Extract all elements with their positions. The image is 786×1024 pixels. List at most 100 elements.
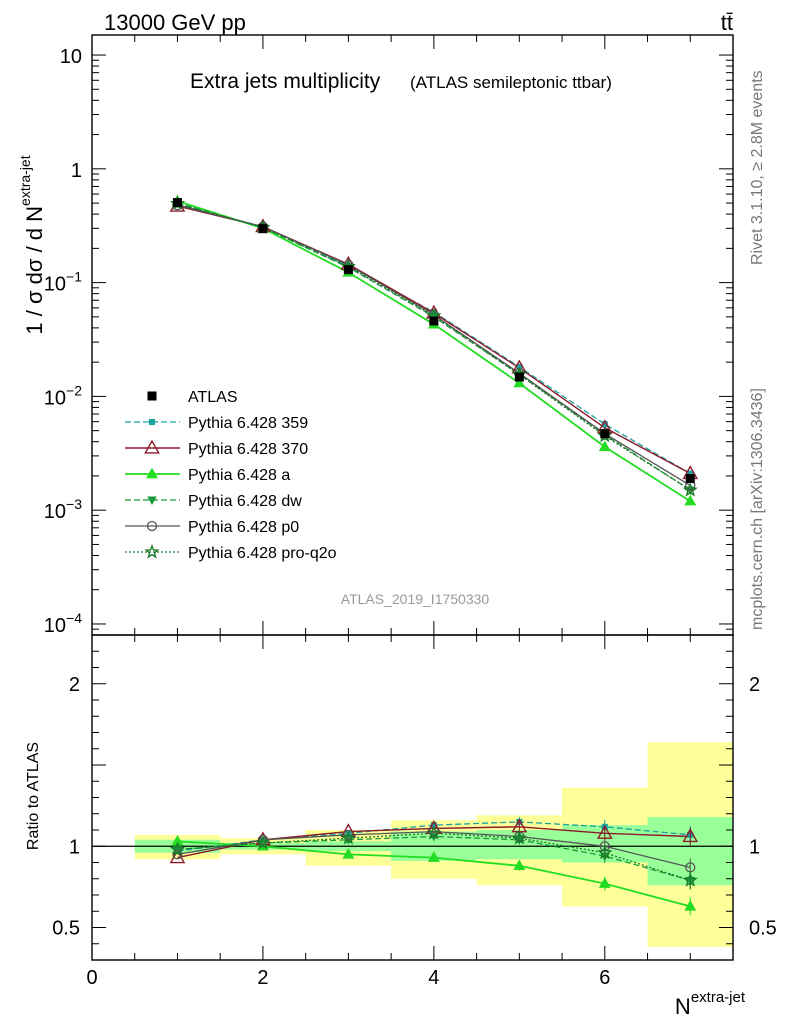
main-data-point-1	[172, 198, 182, 208]
ratio-point-p370-7	[682, 828, 699, 843]
main-y-tick-label-base: 10	[44, 274, 66, 296]
legend-item-p359: Pythia 6.428 359	[125, 415, 308, 432]
main-point-pq2o-7	[682, 482, 698, 497]
ratio-x-tick-label: 6	[599, 967, 610, 989]
main-data-point-6	[600, 429, 610, 439]
ratio-x-tick-label: 0	[86, 967, 97, 989]
ratio-point-p370-6	[596, 824, 613, 839]
ratio-y-tick-label: 2	[69, 674, 80, 696]
plot-title: Extra jets multiplicity	[190, 70, 381, 93]
main-data-point-7	[685, 473, 695, 483]
legend-item-pdw: Pythia 6.428 dw	[125, 493, 302, 510]
main-y-tick-label-exp: −1	[66, 269, 82, 285]
y-axis-label: 1 / σ dσ / d N	[22, 206, 47, 335]
plot-subtitle: (ATLAS semileptonic ttbar)	[410, 73, 612, 92]
mcplots-label: mcplots.cern.ch [arXiv:1306.3436]	[749, 388, 766, 630]
legend: ATLAS Pythia 6.428 359 Pythia 6.428 370 Pyt…	[125, 389, 337, 562]
ratio-ticks-layer: 0.5 0.5 1 1 2 2 0 2 4 6	[52, 634, 777, 989]
main-data-point-4	[429, 316, 439, 326]
svg-text:1 / σ dσ / d Nextra-jet: 1 / σ dσ / d Nextra-jet	[17, 155, 47, 334]
ratio-point-pq2o-5	[511, 830, 527, 845]
main-y-tick-label-base: 10	[44, 615, 66, 637]
process-label: tt̄	[721, 10, 733, 35]
main-y-tick-label: 10−1	[44, 269, 82, 296]
main-data-point-2	[258, 224, 268, 234]
legend-label-p359: Pythia 6.428 359	[188, 415, 308, 432]
legend-marker-pa	[146, 467, 158, 479]
ratio-y-tick-label-right: 1	[749, 836, 760, 858]
y-axis-label-sup: extra-jet	[17, 155, 33, 206]
main-y-tick-label: 10−3	[44, 496, 82, 523]
legend-item-pa: Pythia 6.428 a	[125, 467, 290, 484]
x-axis-title: Nextra-jet	[675, 989, 746, 1019]
legend-label-pp0: Pythia 6.428 p0	[188, 519, 299, 536]
ratio-point-pa-6	[598, 877, 611, 888]
y-axis-title: 1 / σ dσ / d Nextra-jet	[17, 155, 47, 334]
ratio-point-pq2o-1	[169, 841, 186, 856]
ratio-bands-layer	[92, 742, 733, 947]
main-marks-layer	[169, 194, 699, 506]
ratio-point-pq2o-7	[682, 872, 698, 887]
ratio-point-pq2o-3	[340, 830, 356, 845]
main-series-line-p370	[177, 205, 691, 475]
rivet-label: Rivet 3.1.10, ≥ 2.8M events	[749, 70, 766, 265]
main-y-tick-label-exp: −2	[66, 382, 82, 398]
x-axis-label-sup: extra-jet	[691, 989, 746, 1006]
legend-item-pp0: Pythia 6.428 p0	[125, 519, 299, 536]
legend-marker-pdw	[147, 496, 157, 505]
ratio-point-pq2o-2	[255, 835, 271, 850]
main-point-pa-5	[513, 376, 526, 388]
legend-label-data: ATLAS	[188, 389, 238, 406]
ratio-point-pp0-1	[172, 849, 183, 860]
analysis-label: ATLAS_2019_I1750330	[341, 591, 490, 607]
legend-label-pdw: Pythia 6.428 dw	[188, 493, 302, 510]
ratio-y-axis-label: Ratio to ATLAS	[25, 742, 42, 850]
ratio-point-pa-7	[684, 899, 697, 911]
main-y-tick-label: 10	[60, 46, 82, 68]
energy-label: 13000 GeV pp	[104, 10, 246, 35]
main-y-tick-label: 1	[71, 160, 82, 182]
ratio-y-tick-label-right: 0.5	[749, 918, 777, 940]
ratio-x-tick-label: 2	[257, 967, 268, 989]
main-data-point-5	[514, 372, 524, 382]
ratio-point-pq2o-6	[597, 844, 613, 860]
ratio-y-tick-label-right: 2	[749, 674, 760, 696]
main-y-tick-label-base: 10	[44, 387, 66, 409]
legend-marker-p359	[149, 419, 155, 425]
ratio-y-tick-label: 1	[69, 836, 80, 858]
legend-item-pq2o: Pythia 6.428 pro-q2o	[125, 544, 337, 562]
main-y-tick-label: 10−4	[44, 610, 82, 637]
main-point-p359-5	[516, 363, 523, 370]
x-axis-label: N	[675, 994, 691, 1019]
main-data-point-3	[343, 265, 353, 275]
ratio-panel: 0.5 0.5 1 1 2 2 0 2 4 6 Ratio to ATLAS Nextra-jet	[25, 634, 777, 1019]
main-y-tick-label-base: 10	[60, 46, 82, 68]
main-y-tick-label-base: 1	[71, 160, 82, 182]
main-point-p359-4	[430, 309, 437, 316]
legend-label-pq2o: Pythia 6.428 pro-q2o	[188, 545, 337, 562]
legend-label-p370: Pythia 6.428 370	[188, 441, 308, 458]
ratio-point-p359-4	[430, 822, 437, 829]
legend-label-pa: Pythia 6.428 a	[188, 467, 290, 484]
main-y-tick-label-base: 10	[44, 501, 66, 523]
ratio-point-pa-4	[427, 851, 440, 862]
ratio-marks-layer	[169, 816, 699, 916]
ratio-point-p370-1	[169, 849, 186, 864]
legend-marker-pq2o	[144, 544, 160, 559]
main-point-pa-6	[598, 440, 611, 452]
legend-item-data: ATLAS	[147, 389, 238, 406]
main-y-tick-label-exp: −4	[66, 610, 82, 626]
main-point-p359-7	[687, 470, 694, 477]
main-y-tick-label: 10−2	[44, 382, 82, 409]
ratio-x-tick-label: 4	[428, 967, 439, 989]
main-y-tick-label-exp: −3	[66, 496, 82, 512]
ratio-y-tick-label: 0.5	[52, 918, 80, 940]
main-point-p359-6	[601, 421, 608, 428]
ratio-point-pa-5	[513, 859, 526, 870]
legend-marker-p370	[144, 439, 160, 454]
legend-marker-pp0	[146, 520, 158, 532]
ratio-point-pa-3	[342, 847, 355, 859]
